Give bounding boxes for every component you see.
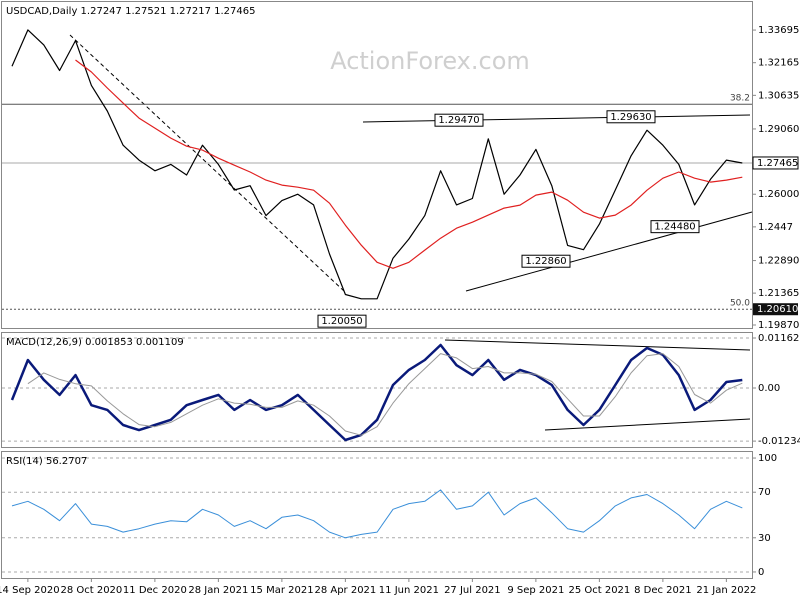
x-tick-label: 25 Oct 2021 bbox=[568, 585, 630, 596]
y-tick-label: 1.21365 bbox=[758, 288, 799, 299]
x-tick-label: 28 Jan 2021 bbox=[188, 585, 248, 596]
x-tick-label: 11 Dec 2020 bbox=[123, 585, 187, 596]
series-line bbox=[11, 29, 743, 300]
y-tick-label: 1.26000 bbox=[758, 189, 799, 200]
y-tick-label: 1.30635 bbox=[758, 90, 799, 101]
price-box-label: 1.20610 bbox=[757, 304, 798, 315]
y-tick-label: 30 bbox=[758, 533, 771, 544]
y-tick-label: 0.00 bbox=[758, 383, 780, 394]
series-line bbox=[27, 353, 743, 436]
series-line bbox=[11, 489, 743, 539]
y-tick-label: -0.012348 bbox=[758, 436, 800, 447]
x-tick-label: 21 Jan 2022 bbox=[696, 585, 756, 596]
annotation-box bbox=[434, 113, 484, 127]
panel-title: USDCAD,Daily 1.27247 1.27521 1.27217 1.2… bbox=[6, 6, 256, 17]
annotation-box bbox=[521, 254, 571, 268]
macd-trendlines bbox=[444, 339, 751, 431]
annotation-box bbox=[606, 110, 656, 124]
x-tick-label: 27 Jul 2021 bbox=[444, 585, 501, 596]
y-tick-label: 1.19870 bbox=[758, 320, 799, 331]
price-box bbox=[753, 303, 798, 316]
macd-upper-trendline bbox=[444, 339, 751, 351]
panel-title: MACD(12,26,9) 0.001853 0.001109 bbox=[6, 337, 184, 348]
y-tick-label: 1.32165 bbox=[758, 58, 799, 69]
annotation-label: 1.20050 bbox=[321, 316, 362, 327]
series-line bbox=[75, 59, 743, 269]
x-tick-label: 8 Dec 2021 bbox=[634, 585, 692, 596]
x-tick-label: 11 Jun 2021 bbox=[379, 585, 439, 596]
y-tick-label: 1.29060 bbox=[758, 124, 799, 135]
annotation-box bbox=[317, 314, 367, 328]
y-tick-label: 1.2447 bbox=[758, 222, 793, 233]
y-tick-label: 0.011629 bbox=[758, 333, 800, 344]
rsi-panel bbox=[1, 451, 753, 579]
price-layer bbox=[69, 34, 753, 293]
series-line bbox=[10, 343, 743, 442]
annotation-label: 1.29630 bbox=[610, 112, 651, 123]
price-box-label: 1.27465 bbox=[757, 158, 798, 169]
macd-panel bbox=[1, 332, 753, 448]
x-tick-label: 15 Mar 2021 bbox=[250, 585, 313, 596]
annotation-box bbox=[650, 220, 700, 234]
x-tick-label: 9 Sep 2021 bbox=[507, 585, 564, 596]
upper-trendline bbox=[362, 114, 751, 123]
x-tick-label: 14 Sep 2020 bbox=[0, 585, 60, 596]
lower-trendline bbox=[465, 211, 753, 292]
watermark: ActionForex.com bbox=[330, 47, 530, 75]
annotation-label: 1.24480 bbox=[654, 222, 695, 233]
y-tick-label: 0 bbox=[758, 567, 764, 578]
fib-label: 50.0 bbox=[730, 299, 750, 309]
y-tick-label: 100 bbox=[758, 453, 777, 464]
x-tick-label: 28 Oct 2020 bbox=[60, 585, 122, 596]
annotation-label: 1.22860 bbox=[525, 256, 566, 267]
fib-label: 38.2 bbox=[730, 94, 750, 104]
price-box bbox=[752, 156, 799, 170]
y-tick-label: 70 bbox=[758, 487, 771, 498]
x-tick-label: 28 Apr 2021 bbox=[314, 585, 376, 596]
panel-title: RSI(14) 56.2707 bbox=[6, 456, 87, 467]
macd-lower-trendline bbox=[544, 418, 751, 431]
y-tick-label: 1.22890 bbox=[758, 256, 799, 267]
y-tick-label: 1.33695 bbox=[758, 25, 799, 36]
annotation-label: 1.29470 bbox=[438, 115, 479, 126]
